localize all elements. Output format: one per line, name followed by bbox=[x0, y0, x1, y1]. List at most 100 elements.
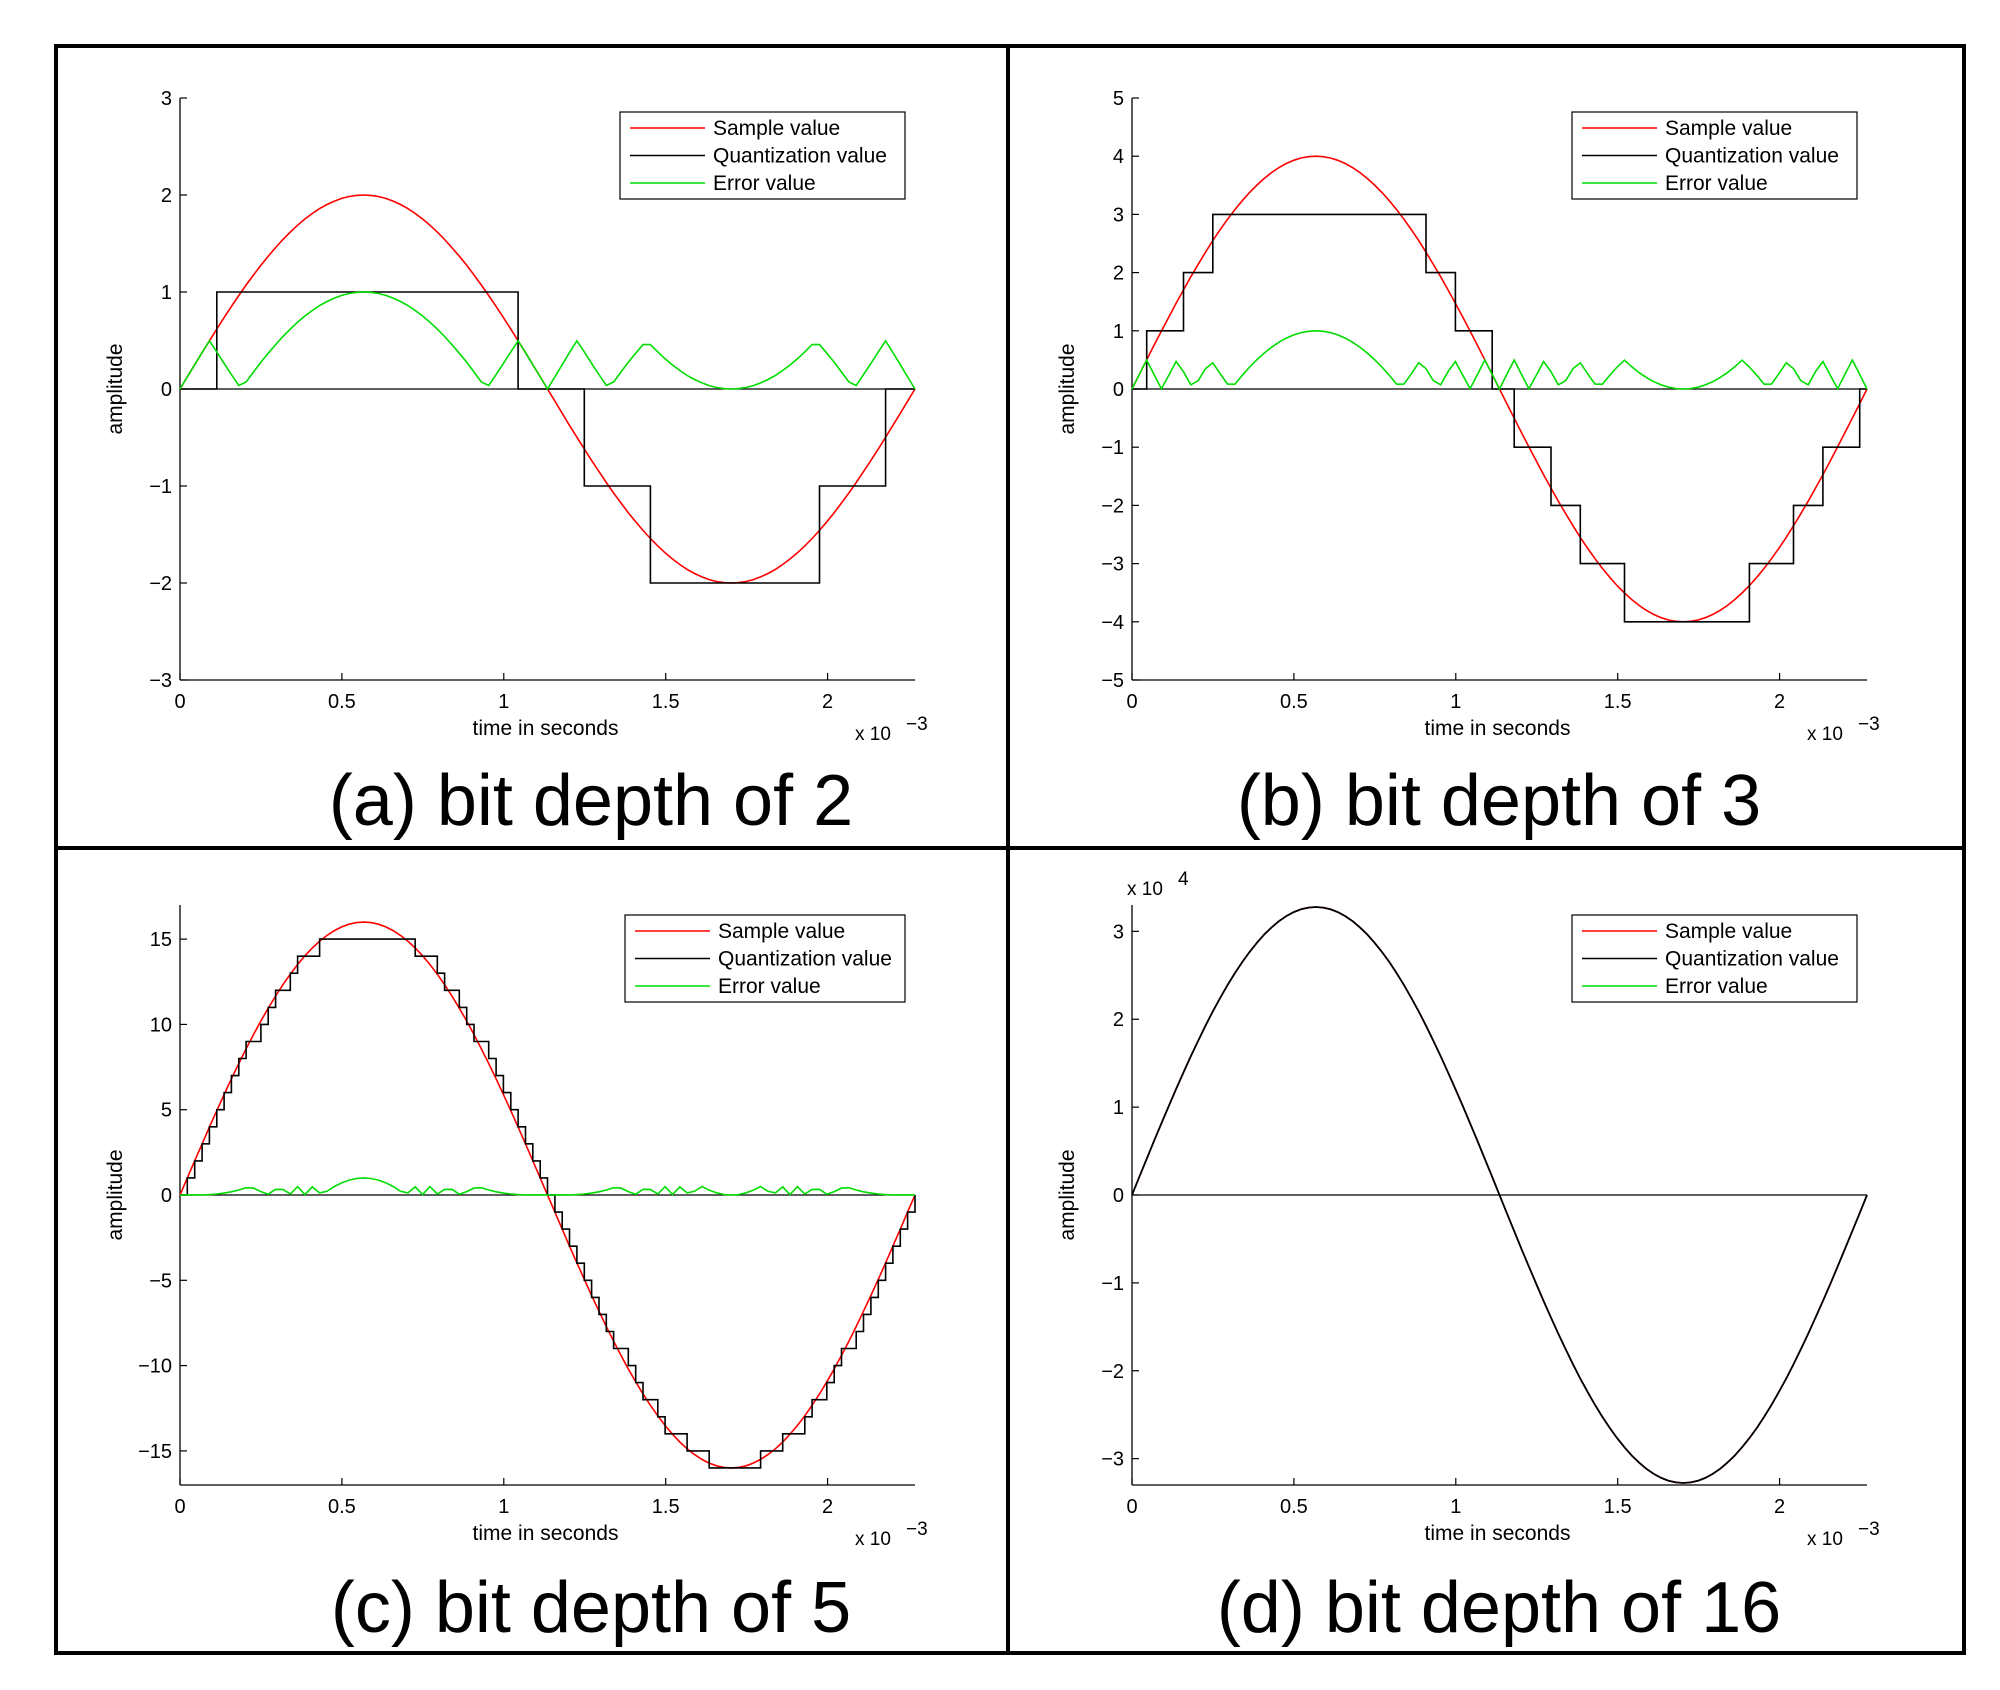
y-tick-label: 1 bbox=[1113, 321, 1124, 343]
x-tick-label: 0.5 bbox=[1280, 1496, 1308, 1518]
y-tick-label: 10 bbox=[150, 1014, 172, 1036]
legend-entry: Error value bbox=[718, 975, 821, 998]
y-tick-label: −2 bbox=[149, 573, 172, 595]
legend: Sample value Quantization value Error valu… bbox=[619, 111, 906, 200]
x-tick-label: 1 bbox=[1450, 1496, 1461, 1518]
x-tick-label: 0 bbox=[174, 691, 185, 713]
y-tick-label: −3 bbox=[1101, 554, 1124, 576]
series-line-error bbox=[1131, 329, 1868, 391]
x-tick-label: 0 bbox=[174, 1496, 185, 1518]
y-tick-label: 2 bbox=[1113, 263, 1124, 285]
x-exponent-label: x 10 bbox=[855, 724, 891, 745]
y-axis-label: amplitude bbox=[1056, 1149, 1079, 1240]
legend: Sample value Quantization value Error valu… bbox=[1571, 914, 1858, 1003]
x-tick-label: 2 bbox=[1774, 1496, 1785, 1518]
legend: Sample value Quantization value Error valu… bbox=[624, 914, 906, 1003]
y-tick-label: 0 bbox=[161, 379, 172, 401]
x-tick-label: 0 bbox=[1126, 1496, 1137, 1518]
legend-entry: Sample value bbox=[713, 117, 840, 140]
x-tick-label: 0 bbox=[1126, 691, 1137, 713]
series-line-error bbox=[179, 291, 916, 391]
legend-entry: Quantization value bbox=[1665, 145, 1839, 168]
chart-panel-2: −5 −4 −3 −2 −1 0 1 2 3 4 5 0 0.5 1 1.5 2 time in seconds… bbox=[1056, 88, 1880, 841]
y-axis-label: amplitude bbox=[104, 1149, 127, 1240]
x-exponent-label: x 10 bbox=[1807, 1529, 1843, 1550]
legend: Sample value Quantization value Error valu… bbox=[1571, 111, 1858, 200]
x-tick-label: 1.5 bbox=[652, 1496, 680, 1518]
x-tick-label: 1 bbox=[498, 1496, 509, 1518]
x-axis-label: time in seconds bbox=[1425, 1522, 1571, 1545]
y-tick-label: 5 bbox=[161, 1100, 172, 1122]
legend-entry: Quantization value bbox=[718, 948, 892, 971]
y-exponent-superscript: 4 bbox=[1178, 869, 1189, 890]
x-tick-label: 2 bbox=[822, 691, 833, 713]
x-tick-label: 0.5 bbox=[328, 1496, 356, 1518]
x-tick-label: 1.5 bbox=[1604, 1496, 1632, 1518]
y-tick-label: 4 bbox=[1113, 146, 1124, 168]
y-tick-label: 0 bbox=[1113, 1185, 1124, 1207]
series-line-quantization bbox=[180, 291, 915, 584]
x-exponent-label: x 10 bbox=[1807, 724, 1843, 745]
legend-entry: Sample value bbox=[718, 920, 845, 943]
x-exponent-superscript: −3 bbox=[906, 1519, 928, 1540]
chart-panel-3: −15 −10 −5 0 5 10 15 0 0.5 1 1.5 2 time in seconds am… bbox=[104, 905, 928, 1648]
y-tick-label: 1 bbox=[1113, 1097, 1124, 1119]
x-tick-label: 1.5 bbox=[652, 691, 680, 713]
legend-entry: Quantization value bbox=[1665, 948, 1839, 971]
legend-entry: Error value bbox=[713, 172, 816, 195]
x-tick-label: 1.5 bbox=[1604, 691, 1632, 713]
series-line-quantization bbox=[1132, 213, 1867, 623]
y-tick-label: −1 bbox=[149, 476, 172, 498]
x-exponent-superscript: −3 bbox=[1858, 714, 1880, 735]
y-tick-label: 5 bbox=[1113, 88, 1124, 110]
y-tick-label: 0 bbox=[161, 1185, 172, 1207]
y-exponent-label: x 10 bbox=[1127, 879, 1163, 900]
y-tick-label: 1 bbox=[161, 282, 172, 304]
y-axis-label: amplitude bbox=[1056, 343, 1079, 434]
x-exponent-superscript: −3 bbox=[1858, 1519, 1880, 1540]
y-tick-label: 0 bbox=[1113, 379, 1124, 401]
panel-caption: (c) bit depth of 5 bbox=[331, 1568, 851, 1648]
chart-panel-1: −3 −2 −1 0 1 2 3 0 0.5 1 1.5 2 time in seconds amplit… bbox=[104, 88, 928, 841]
y-tick-label: −4 bbox=[1101, 612, 1124, 634]
legend-entry: Error value bbox=[1665, 172, 1768, 195]
panel-caption: (d) bit depth of 16 bbox=[1217, 1568, 1781, 1648]
x-tick-label: 0.5 bbox=[328, 691, 356, 713]
y-tick-label: −1 bbox=[1101, 437, 1124, 459]
x-exponent-superscript: −3 bbox=[906, 714, 928, 735]
y-tick-label: −5 bbox=[1101, 670, 1124, 692]
panel-caption: (a) bit depth of 2 bbox=[329, 761, 853, 841]
x-tick-label: 0.5 bbox=[1280, 691, 1308, 713]
legend-entry: Sample value bbox=[1665, 920, 1792, 943]
y-axis-label: amplitude bbox=[104, 343, 127, 434]
y-tick-label: 2 bbox=[161, 185, 172, 207]
y-tick-label: −10 bbox=[138, 1356, 172, 1378]
panel-caption: (b) bit depth of 3 bbox=[1237, 761, 1761, 841]
panel-frame-group bbox=[54, 44, 1966, 1655]
y-tick-label: 15 bbox=[150, 929, 172, 951]
legend-box bbox=[619, 111, 906, 200]
x-tick-label: 1 bbox=[498, 691, 509, 713]
y-tick-label: −3 bbox=[1101, 1449, 1124, 1471]
x-axis-label: time in seconds bbox=[1425, 717, 1571, 740]
y-tick-label: −3 bbox=[149, 670, 172, 692]
x-tick-label: 2 bbox=[1774, 691, 1785, 713]
x-axis-label: time in seconds bbox=[473, 1522, 619, 1545]
legend-entry: Sample value bbox=[1665, 117, 1792, 140]
chart-panel-4: −3 −2 −1 0 1 2 3 0 0.5 1 1.5 2 time in seconds amplit… bbox=[1056, 869, 1880, 1648]
y-tick-label: 3 bbox=[1113, 921, 1124, 943]
y-tick-label: −1 bbox=[1101, 1273, 1124, 1295]
y-tick-label: 2 bbox=[1113, 1009, 1124, 1031]
y-tick-label: −15 bbox=[138, 1441, 172, 1463]
y-tick-label: −2 bbox=[1101, 1361, 1124, 1383]
legend-entry: Error value bbox=[1665, 975, 1768, 998]
y-tick-label: 3 bbox=[161, 88, 172, 110]
x-exponent-label: x 10 bbox=[855, 1529, 891, 1550]
series-line-error bbox=[179, 1177, 916, 1196]
y-tick-label: 3 bbox=[1113, 204, 1124, 226]
x-tick-label: 2 bbox=[822, 1496, 833, 1518]
y-tick-label: −5 bbox=[149, 1270, 172, 1292]
x-tick-label: 1 bbox=[1450, 691, 1461, 713]
